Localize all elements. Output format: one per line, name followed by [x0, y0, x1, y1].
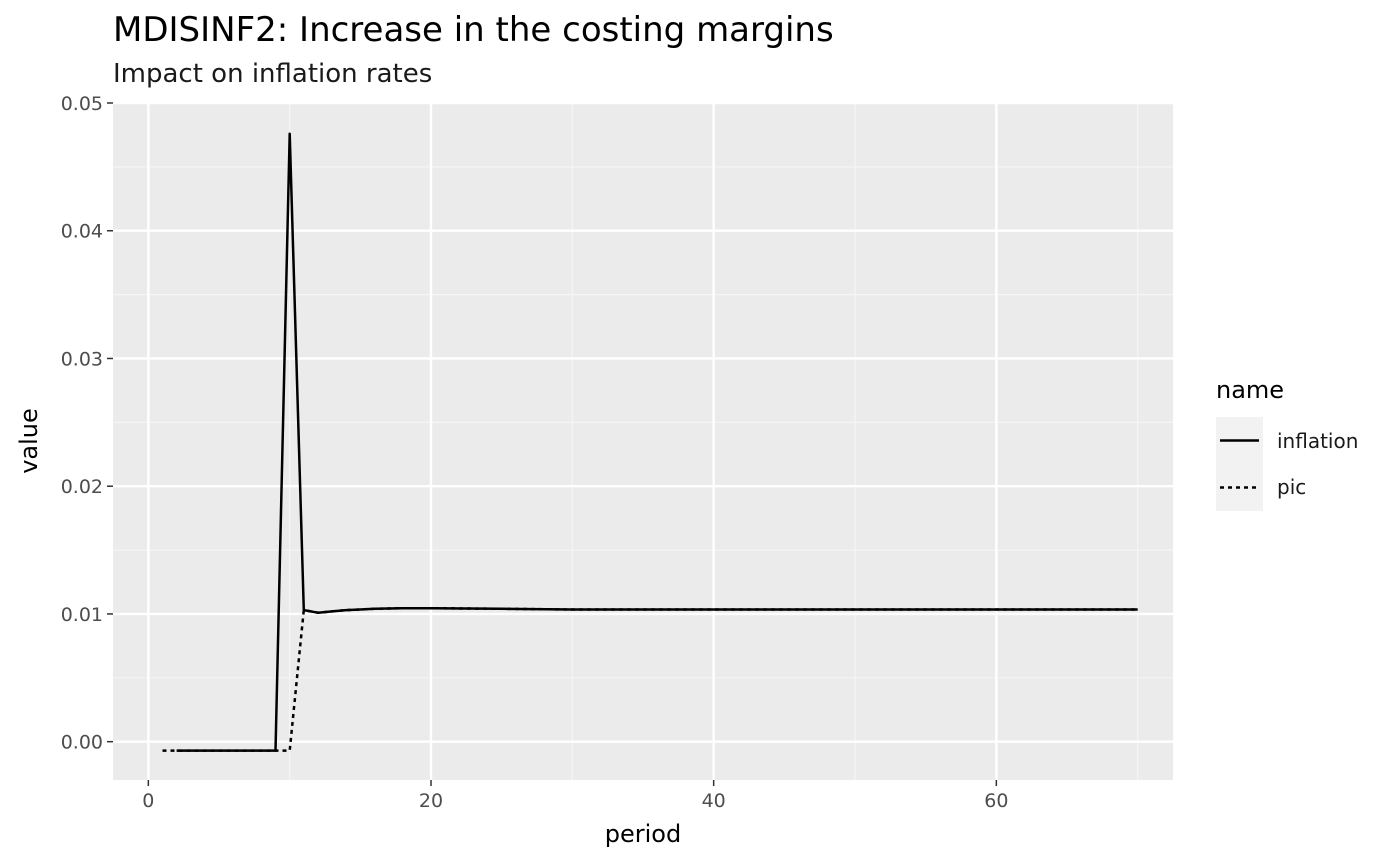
axis-ticks: 0 20 40 60 0.00 0.01 0.02 0.03 0.04 0.05	[61, 93, 1009, 812]
y-tick-label: 0.03	[61, 348, 103, 370]
y-tick-label: 0.00	[61, 732, 103, 754]
x-axis-title: period	[605, 820, 681, 848]
x-tick-label: 60	[984, 790, 1008, 812]
y-tick-label: 0.05	[61, 93, 103, 115]
x-tick-label: 0	[142, 790, 154, 812]
legend-label-inflation: inflation	[1277, 429, 1358, 453]
chart-title: MDISINF2: Increase in the costing margin…	[113, 10, 834, 50]
legend-label-pic: pic	[1277, 475, 1306, 499]
legend-title: name	[1216, 376, 1284, 404]
y-tick-label: 0.01	[61, 604, 103, 626]
chart-subtitle: Impact on inflation rates	[113, 59, 432, 89]
y-tick-label: 0.04	[61, 221, 103, 243]
x-tick-label: 20	[419, 790, 443, 812]
major-gridlines	[113, 101, 1173, 780]
legend: name inflation pic	[1216, 376, 1358, 511]
y-tick-label: 0.02	[61, 476, 103, 498]
series-layer	[162, 132, 1138, 752]
plot-panel	[113, 103, 1173, 780]
x-tick-label: 40	[702, 790, 726, 812]
y-axis-title: value	[15, 408, 43, 474]
series-line-pic	[162, 606, 1138, 752]
